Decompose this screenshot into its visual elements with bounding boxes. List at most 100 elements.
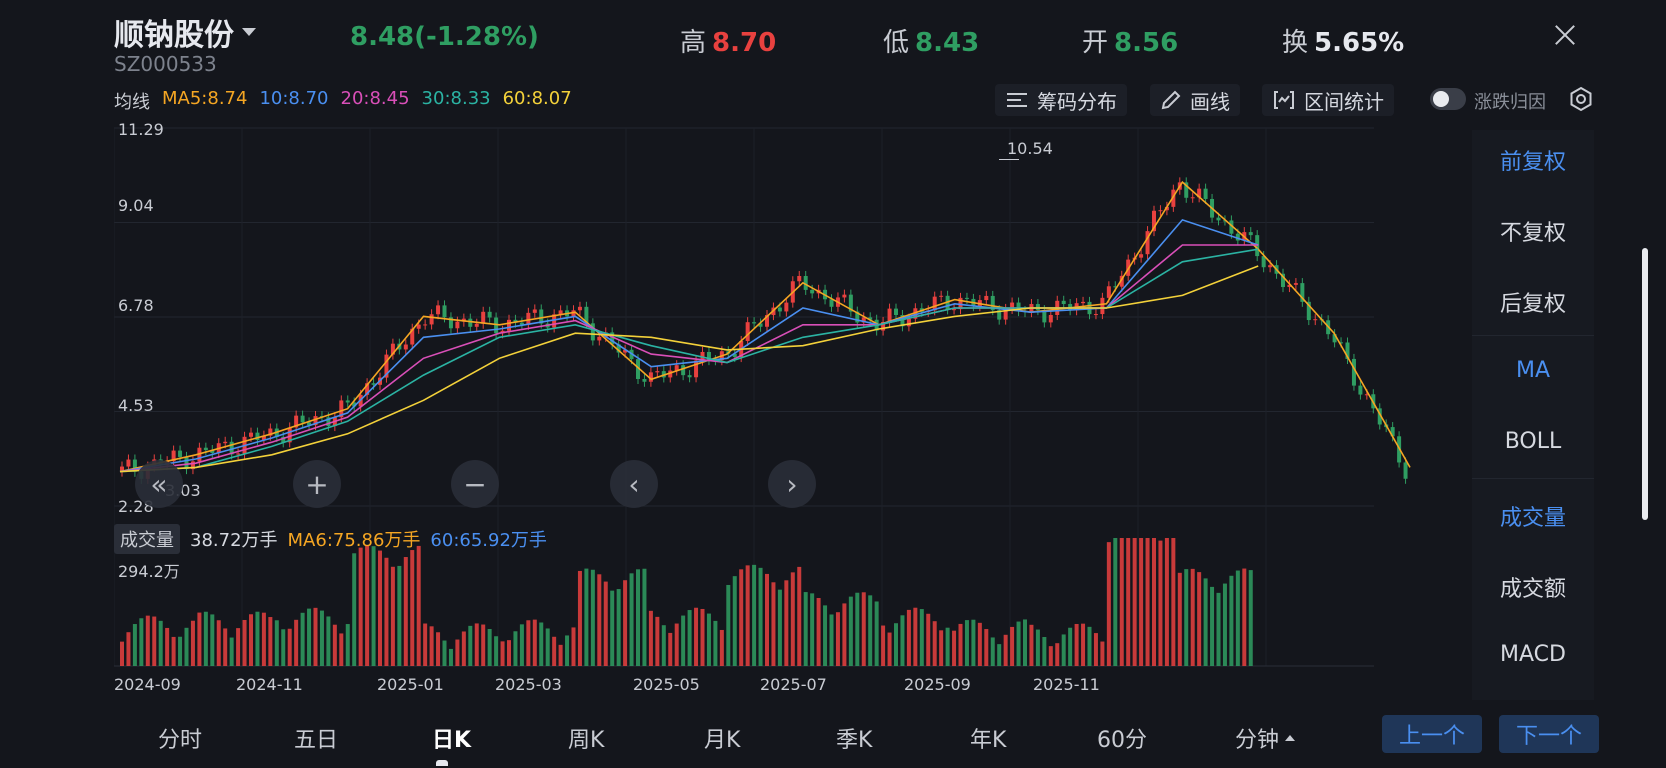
side-item-macd[interactable]: MACD xyxy=(1500,642,1566,667)
volume-indicator-badge[interactable]: 成交量 xyxy=(114,524,180,554)
volume-bar xyxy=(442,640,447,666)
candle-body xyxy=(655,371,660,373)
volume-bar xyxy=(313,607,318,666)
volume-bar xyxy=(958,623,963,666)
kline-chart[interactable] xyxy=(114,118,1459,706)
volume-bar xyxy=(939,630,944,666)
chip-distribution-button[interactable]: 筹码分布 xyxy=(995,84,1127,116)
volume-bar xyxy=(694,607,699,666)
candle-body xyxy=(184,456,189,470)
side-item-ma[interactable]: MA xyxy=(1515,358,1551,383)
volume-bar xyxy=(249,614,253,666)
candle-body xyxy=(952,309,957,311)
volume-bar xyxy=(429,626,434,666)
candle-body xyxy=(552,314,557,328)
candle-body xyxy=(1390,427,1395,437)
menu-lines-icon xyxy=(1007,93,1027,107)
candle-body xyxy=(894,308,898,316)
volume-bar xyxy=(423,623,428,666)
volume-bar xyxy=(835,612,840,666)
volume-bar xyxy=(145,615,150,666)
volume-bar xyxy=(752,564,757,666)
caret-up-icon xyxy=(1285,735,1296,741)
volume-bar xyxy=(1042,637,1047,666)
high-label: 高 xyxy=(680,28,707,58)
volume-bar xyxy=(132,624,137,666)
scroll-to-start-button[interactable]: « xyxy=(135,460,183,508)
candle-body xyxy=(229,441,234,455)
candle-body xyxy=(777,307,782,312)
tab-weekly-k[interactable]: 周K xyxy=(568,728,605,753)
tab-quarterly-k[interactable]: 季K xyxy=(836,728,873,753)
draw-line-button[interactable]: 画线 xyxy=(1150,84,1240,116)
candle-body xyxy=(784,302,789,312)
volume-bar xyxy=(636,569,640,666)
volume-bar xyxy=(436,632,441,666)
tab-yearly-k[interactable]: 年K xyxy=(970,728,1007,753)
gear-icon[interactable] xyxy=(1568,86,1594,112)
side-item-backward-adjust[interactable]: 后复权 xyxy=(1499,292,1566,317)
zoom-out-button[interactable]: − xyxy=(451,460,499,508)
high-value: 8.70 xyxy=(712,28,777,58)
volume-bar xyxy=(874,601,879,666)
candle-body xyxy=(855,311,860,323)
volume-bar xyxy=(539,622,544,666)
candle-body xyxy=(1119,275,1124,287)
candle-body xyxy=(1171,189,1176,207)
volume-bar xyxy=(1210,586,1215,666)
volume-bar xyxy=(352,553,357,666)
side-scrollbar[interactable] xyxy=(1642,248,1648,520)
candle-body xyxy=(1203,188,1208,199)
next-stock-button[interactable]: 下一个 xyxy=(1499,715,1599,753)
attribution-toggle[interactable] xyxy=(1430,88,1466,110)
candle-body xyxy=(474,323,479,327)
minus-icon: − xyxy=(463,467,487,501)
candle-body xyxy=(958,297,963,310)
tab-daily-k[interactable]: 日K xyxy=(432,728,472,753)
range-stats-button[interactable]: 区间统计 xyxy=(1262,84,1394,116)
volume-bar xyxy=(732,576,737,666)
volume-ma6: MA6:75.86万手 xyxy=(287,530,421,551)
side-item-forward-adjust[interactable]: 前复权 xyxy=(1499,150,1566,175)
prev-stock-button[interactable]: 上一个 xyxy=(1382,715,1482,753)
candle-body xyxy=(539,309,544,324)
candle-body xyxy=(842,294,847,298)
volume-bar xyxy=(1061,634,1066,666)
ma-line-60 xyxy=(119,265,1259,473)
turnover-value: 5.65% xyxy=(1314,28,1405,58)
volume-bar xyxy=(1197,572,1202,666)
candle-body xyxy=(848,294,853,312)
candle-body xyxy=(526,312,531,325)
scroll-left-button[interactable]: ‹ xyxy=(610,460,658,508)
candle-body xyxy=(1184,182,1189,198)
scroll-right-button[interactable]: › xyxy=(768,460,816,508)
volume-bar xyxy=(319,610,324,666)
candle-body xyxy=(1332,334,1337,343)
close-icon[interactable] xyxy=(1548,18,1582,52)
candle-body xyxy=(810,289,815,294)
candle-body xyxy=(468,318,473,327)
volume-bar xyxy=(952,630,957,666)
volume-bar xyxy=(1074,623,1079,666)
volume-bar xyxy=(816,598,821,666)
tab-intraday[interactable]: 分时 xyxy=(158,728,203,753)
side-item-volume[interactable]: 成交量 xyxy=(1499,506,1566,531)
side-item-no-adjust[interactable]: 不复权 xyxy=(1499,221,1566,246)
tab-60-min[interactable]: 60分 xyxy=(1097,728,1147,753)
tab-minute-dropdown[interactable]: 分钟 xyxy=(1235,722,1296,754)
candle-body xyxy=(300,415,305,423)
volume-bar xyxy=(868,595,873,666)
stock-name-dropdown[interactable]: 顺钠股份 xyxy=(114,10,256,54)
volume-bar xyxy=(455,639,460,666)
side-item-boll[interactable]: BOLL xyxy=(1504,429,1562,454)
volume-bar xyxy=(894,623,898,666)
zoom-in-button[interactable]: + xyxy=(293,460,341,508)
tab-monthly-k[interactable]: 月K xyxy=(704,728,741,753)
side-item-turnover-amount[interactable]: 成交额 xyxy=(1499,577,1566,602)
candle-body xyxy=(752,322,757,324)
candle-body xyxy=(1403,462,1408,479)
volume-bar xyxy=(784,580,789,666)
volume-bar xyxy=(1152,538,1156,666)
tab-five-day[interactable]: 五日 xyxy=(294,728,339,753)
candle-body xyxy=(384,354,389,378)
